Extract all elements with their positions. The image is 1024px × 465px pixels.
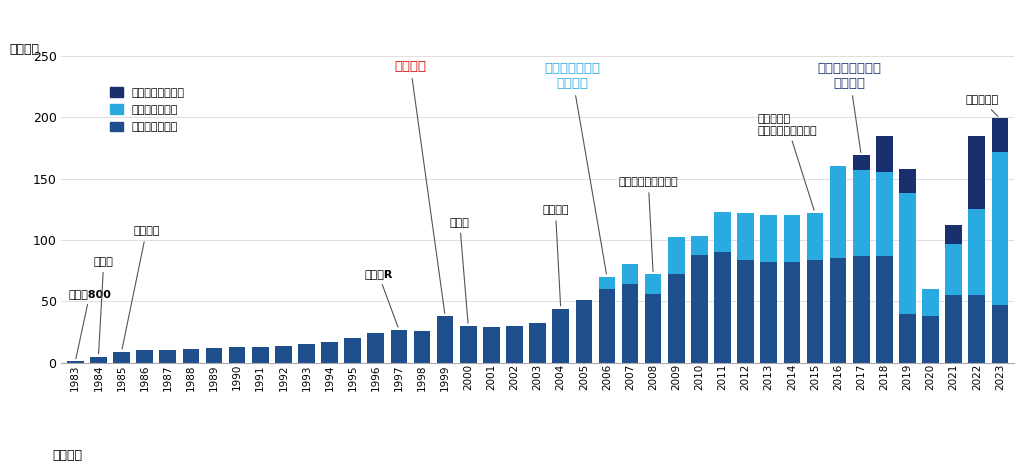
Bar [645, 294, 662, 363]
Text: スイフトディザイア: スイフトディザイア [618, 177, 678, 272]
Bar [414, 331, 430, 363]
Bar [853, 170, 869, 256]
Bar [714, 212, 731, 252]
Bar [275, 345, 292, 363]
Bar [945, 295, 962, 363]
Bar [322, 342, 338, 363]
Bar [599, 277, 615, 289]
Bar [67, 361, 84, 363]
Text: スイフト: スイフト [543, 206, 568, 306]
Bar [761, 215, 777, 262]
Bar [876, 256, 893, 363]
Text: アルト: アルト [450, 218, 470, 323]
Bar [552, 309, 569, 363]
Bar [969, 295, 985, 363]
Bar [876, 173, 893, 256]
Text: フロンクス: フロンクス [966, 95, 998, 116]
Bar [899, 169, 915, 193]
Bar [390, 330, 408, 363]
Bar [668, 274, 685, 363]
Text: オムニ: オムニ [94, 257, 114, 354]
Bar [622, 284, 638, 363]
Bar [298, 344, 314, 363]
Bar [483, 327, 500, 363]
Bar [829, 166, 847, 259]
Bar [368, 333, 384, 363]
Bar [737, 213, 754, 259]
Bar [761, 262, 777, 363]
Legend: グジャラート工場, マネサール工場, グルガオン工場: グジャラート工場, マネサール工場, グルガオン工場 [105, 83, 189, 136]
Bar [506, 326, 523, 363]
Bar [645, 274, 662, 294]
Bar [807, 213, 823, 259]
Bar [969, 209, 985, 295]
Bar [783, 215, 800, 262]
Bar [969, 136, 985, 209]
Bar [114, 352, 130, 363]
Text: （万台）: （万台） [9, 43, 39, 56]
Bar [991, 305, 1009, 363]
Text: 輸出開始: 輸出開始 [394, 60, 444, 313]
Bar [668, 238, 685, 274]
Text: （年度）: （年度） [52, 449, 82, 462]
Bar [945, 225, 962, 244]
Bar [829, 259, 847, 363]
Bar [437, 316, 454, 363]
Bar [853, 256, 869, 363]
Bar [691, 236, 708, 255]
Bar [945, 244, 962, 295]
Bar [228, 347, 246, 363]
Text: ワゴンR: ワゴンR [365, 269, 398, 327]
Bar [575, 300, 592, 363]
Bar [344, 338, 361, 363]
Text: マネサール工場
稼働開始: マネサール工場 稼働開始 [545, 62, 606, 274]
Bar [923, 289, 939, 316]
Text: バレーノ、
ビターラブレッツァ: バレーノ、 ビターラブレッツァ [757, 114, 817, 210]
Bar [923, 316, 939, 363]
Bar [206, 348, 222, 363]
Bar [737, 259, 754, 363]
Bar [460, 326, 476, 363]
Bar [182, 349, 200, 363]
Bar [529, 324, 546, 363]
Bar [691, 255, 708, 363]
Bar [876, 136, 893, 173]
Text: ジブシー: ジブシー [122, 226, 160, 349]
Bar [899, 193, 915, 313]
Bar [622, 265, 638, 284]
Bar [853, 155, 869, 170]
Bar [899, 313, 915, 363]
Bar [991, 152, 1009, 305]
Text: グジャラート工場
稼働開始: グジャラート工場 稼働開始 [817, 62, 882, 153]
Text: マルチ800: マルチ800 [69, 289, 112, 359]
Bar [599, 289, 615, 363]
Bar [90, 357, 106, 363]
Bar [714, 252, 731, 363]
Bar [807, 259, 823, 363]
Bar [991, 119, 1009, 152]
Bar [136, 351, 153, 363]
Bar [783, 262, 800, 363]
Bar [160, 351, 176, 363]
Bar [252, 347, 268, 363]
